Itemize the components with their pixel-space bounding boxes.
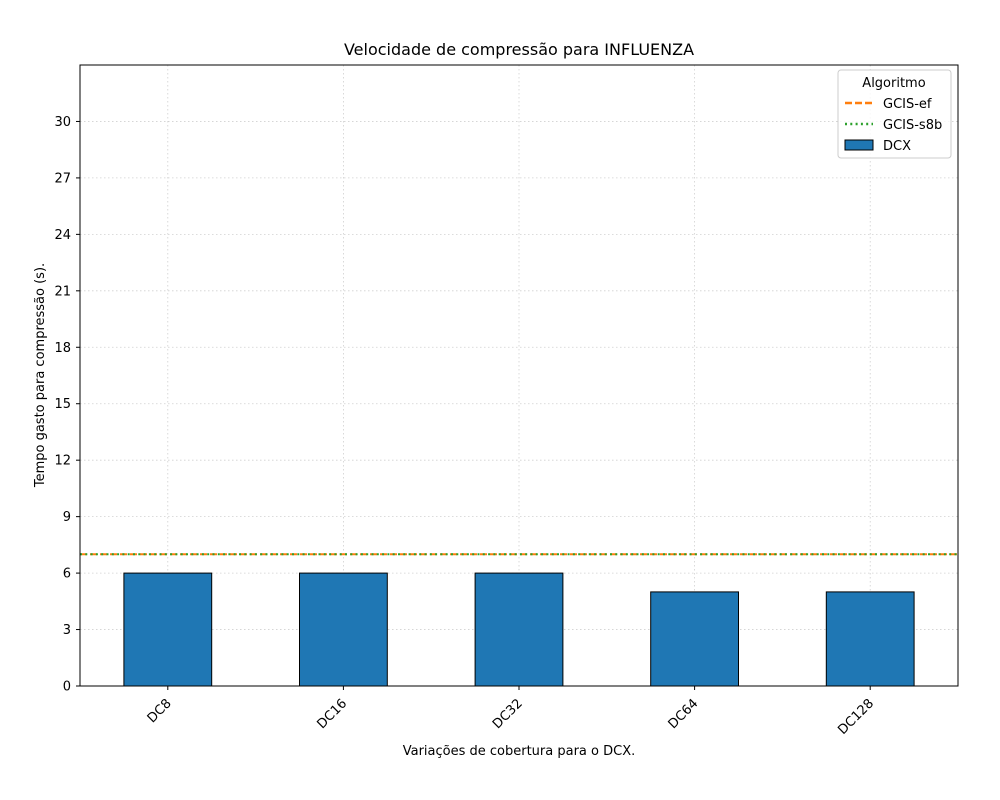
legend-label-dcx: DCX — [883, 139, 911, 154]
y-tick-label: 0 — [63, 680, 71, 695]
x-tick-label: DC64 — [666, 696, 702, 732]
y-tick-label: 9 — [63, 510, 71, 525]
bar-dc8 — [123, 572, 213, 687]
y-tick-label: 18 — [54, 341, 71, 356]
x-tick-label: DC32 — [490, 696, 526, 732]
x-tick-label: DC16 — [314, 696, 350, 732]
chart-title: Velocidade de compressão para INFLUENZA — [344, 40, 694, 59]
x-tick-label: DC128 — [835, 696, 877, 738]
y-tick-label: 30 — [54, 115, 71, 130]
y-tick-label: 6 — [63, 567, 71, 582]
legend: Algoritmo GCIS-ef GCIS-s8b DCX — [837, 69, 952, 159]
bar-dc32 — [474, 572, 564, 687]
legend-swatch-dcx — [844, 139, 874, 151]
bar-dc16 — [299, 572, 388, 687]
y-tick-label: 24 — [54, 228, 71, 243]
bars — [123, 572, 915, 687]
y-tick-label: 21 — [54, 284, 71, 299]
x-axis: DC8 DC16 DC32 DC64 DC128 — [145, 686, 877, 738]
y-tick-label: 12 — [54, 454, 71, 469]
y-tick-label: 15 — [54, 397, 71, 412]
y-tick-label: 27 — [54, 171, 71, 186]
bar-dc128 — [825, 591, 915, 687]
legend-label-gcis-s8b: GCIS-s8b — [883, 118, 942, 133]
y-axis: 0 3 6 9 12 15 18 21 24 27 30 — [54, 115, 80, 695]
x-tick-label: DC8 — [145, 696, 175, 726]
legend-label-gcis-ef: GCIS-ef — [883, 97, 932, 112]
y-tick-label: 3 — [63, 623, 71, 638]
legend-box — [837, 69, 952, 159]
legend-title: Algoritmo — [862, 76, 925, 91]
y-axis-label: Tempo gasto para compressão (s). — [33, 263, 48, 488]
bar-dc64 — [650, 591, 740, 687]
x-axis-label: Variações de cobertura para o DCX. — [403, 744, 636, 759]
